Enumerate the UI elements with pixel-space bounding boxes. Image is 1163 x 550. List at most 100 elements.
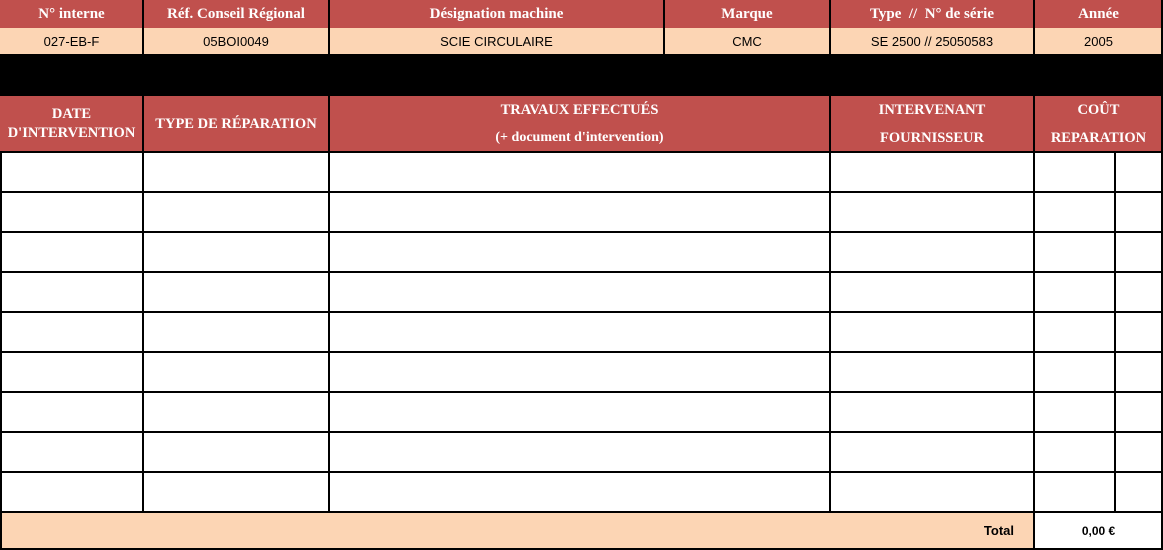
cell-cout[interactable] [1034, 272, 1115, 312]
grid-line [0, 151, 1163, 153]
cell-intervenant[interactable] [830, 152, 1034, 192]
grid-line [1033, 512, 1035, 549]
cell-travaux[interactable] [329, 152, 830, 192]
grid-line [663, 0, 665, 54]
grid-line [0, 511, 1163, 513]
header-intervenant: INTERVENANT FOURNISSEUR [830, 96, 1034, 152]
cell-cout-extra[interactable] [1115, 352, 1163, 392]
grid-line [0, 431, 1163, 433]
cell-cout[interactable] [1034, 312, 1115, 352]
cell-type[interactable] [143, 192, 329, 232]
header-marque: Marque [664, 0, 830, 28]
cell-cout-extra[interactable] [1115, 192, 1163, 232]
grid-line [0, 191, 1163, 193]
cell-cout-extra[interactable] [1115, 272, 1163, 312]
cell-cout-extra[interactable] [1115, 152, 1163, 192]
cell-date[interactable] [0, 272, 143, 312]
cell-travaux[interactable] [329, 472, 830, 512]
grid-line [0, 311, 1163, 313]
separator-band [0, 54, 1163, 96]
cell-cout-extra[interactable] [1115, 472, 1163, 512]
grid-line [1033, 0, 1035, 54]
grid-line [1114, 152, 1116, 512]
header-no-interne: N° interne [0, 0, 143, 28]
cell-cout[interactable] [1034, 232, 1115, 272]
header-intervenant-line1: INTERVENANT [878, 102, 986, 118]
cell-travaux[interactable] [329, 192, 830, 232]
header-travaux-line2: (+ document d'intervention) [495, 130, 664, 145]
cell-travaux[interactable] [329, 272, 830, 312]
header-cout-line1: COÛT [1077, 102, 1120, 118]
header-cout-line2: REPARATION [1050, 130, 1147, 146]
cell-type[interactable] [143, 472, 329, 512]
grid-line [829, 0, 831, 54]
cell-cout[interactable] [1034, 192, 1115, 232]
cell-date[interactable] [0, 312, 143, 352]
cell-cout[interactable] [1034, 392, 1115, 432]
header-date-line2: D'INTERVENTION [7, 125, 136, 141]
cell-intervenant[interactable] [830, 392, 1034, 432]
cell-type[interactable] [143, 392, 329, 432]
cell-cout[interactable] [1034, 152, 1115, 192]
cell-travaux[interactable] [329, 312, 830, 352]
value-type-serie[interactable]: SE 2500 // 25050583 [830, 28, 1034, 54]
cell-date[interactable] [0, 152, 143, 192]
grid-line [0, 271, 1163, 273]
cell-cout[interactable] [1034, 472, 1115, 512]
header-annee: Année [1034, 0, 1163, 28]
value-no-interne[interactable]: 027-EB-F [0, 28, 143, 54]
value-designation[interactable]: SCIE CIRCULAIRE [329, 28, 664, 54]
total-label: Total [0, 512, 1034, 549]
cell-intervenant[interactable] [830, 432, 1034, 472]
header-travaux-line1: TRAVAUX EFFECTUÉS [500, 102, 659, 118]
header-ref-conseil: Réf. Conseil Régional [143, 0, 329, 28]
cell-intervenant[interactable] [830, 352, 1034, 392]
cell-intervenant[interactable] [830, 312, 1034, 352]
value-annee[interactable]: 2005 [1034, 28, 1163, 54]
cell-cout[interactable] [1034, 432, 1115, 472]
cell-travaux[interactable] [329, 432, 830, 472]
header-travaux: TRAVAUX EFFECTUÉS (+ document d'interven… [329, 96, 830, 152]
grid-line [0, 548, 1163, 550]
cell-type[interactable] [143, 312, 329, 352]
cell-type[interactable] [143, 272, 329, 312]
cell-cout-extra[interactable] [1115, 232, 1163, 272]
cell-intervenant[interactable] [830, 192, 1034, 232]
grid-line [0, 351, 1163, 353]
header-cout: COÛT REPARATION [1034, 96, 1163, 152]
grid-line [829, 96, 831, 512]
cell-date[interactable] [0, 432, 143, 472]
cell-cout-extra[interactable] [1115, 312, 1163, 352]
cell-cout-extra[interactable] [1115, 432, 1163, 472]
cell-intervenant[interactable] [830, 232, 1034, 272]
cell-intervenant[interactable] [830, 472, 1034, 512]
header-date-intervention: DATE D'INTERVENTION [0, 96, 143, 152]
cell-type[interactable] [143, 352, 329, 392]
grid-line [1161, 0, 1163, 550]
cell-cout-extra[interactable] [1115, 392, 1163, 432]
header-type-reparation: TYPE DE RÉPARATION [143, 96, 329, 152]
cell-type[interactable] [143, 152, 329, 192]
value-ref-conseil[interactable]: 05BOI0049 [143, 28, 329, 54]
cell-cout[interactable] [1034, 352, 1115, 392]
cell-type[interactable] [143, 432, 329, 472]
grid-line [0, 391, 1163, 393]
grid-line [328, 0, 330, 54]
grid-line [0, 231, 1163, 233]
cell-date[interactable] [0, 392, 143, 432]
cell-date[interactable] [0, 352, 143, 392]
header-type-serie: Type // N° de série [830, 0, 1034, 28]
value-marque[interactable]: CMC [664, 28, 830, 54]
header-designation: Désignation machine [329, 0, 664, 28]
cell-travaux[interactable] [329, 352, 830, 392]
grid-line [142, 0, 144, 54]
cell-date[interactable] [0, 232, 143, 272]
cell-type[interactable] [143, 232, 329, 272]
cell-date[interactable] [0, 472, 143, 512]
cell-travaux[interactable] [329, 392, 830, 432]
cell-travaux[interactable] [329, 232, 830, 272]
grid-line [0, 471, 1163, 473]
cell-intervenant[interactable] [830, 272, 1034, 312]
cell-date[interactable] [0, 192, 143, 232]
header-intervenant-line2: FOURNISSEUR [880, 130, 984, 146]
